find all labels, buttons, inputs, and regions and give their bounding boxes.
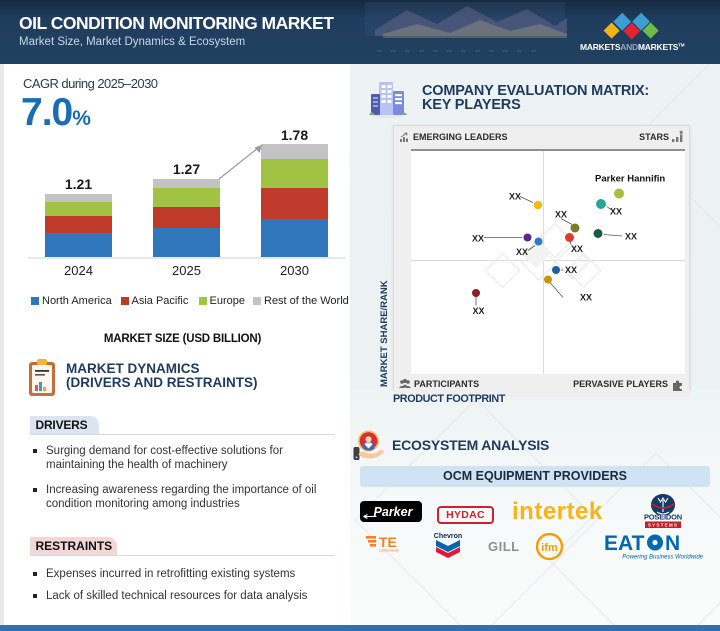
svg-text:connectivity: connectivity — [379, 549, 399, 553]
svg-text:XX: XX — [580, 293, 592, 303]
svg-text:XX: XX — [473, 306, 485, 316]
svg-text:XX: XX — [610, 207, 622, 217]
svg-text:Parker: Parker — [374, 505, 414, 519]
svg-text:POSEIDON: POSEIDON — [644, 513, 682, 522]
svg-text:XX: XX — [625, 232, 637, 242]
svg-text:MARKETSANDMARKETSTM: MARKETSANDMARKETSTM — [580, 42, 685, 52]
svg-text:N: N — [665, 532, 680, 555]
svg-text:XX: XX — [565, 265, 577, 275]
svg-text:XX: XX — [516, 247, 528, 257]
svg-text:XX: XX — [472, 234, 484, 244]
svg-text:Parker Hannifin: Parker Hannifin — [595, 174, 665, 185]
svg-text:TE: TE — [379, 534, 397, 550]
svg-text:XX: XX — [509, 192, 521, 202]
svg-text:Chevron: Chevron — [434, 533, 462, 540]
svg-text:ifm: ifm — [541, 542, 558, 554]
svg-text:XX: XX — [555, 210, 567, 220]
svg-text:Powering Business Worldwide: Powering Business Worldwide — [622, 555, 703, 561]
svg-text:EAT: EAT — [604, 532, 645, 555]
svg-text:XX: XX — [571, 244, 583, 254]
svg-text:SYSTEMS: SYSTEMS — [648, 523, 678, 528]
